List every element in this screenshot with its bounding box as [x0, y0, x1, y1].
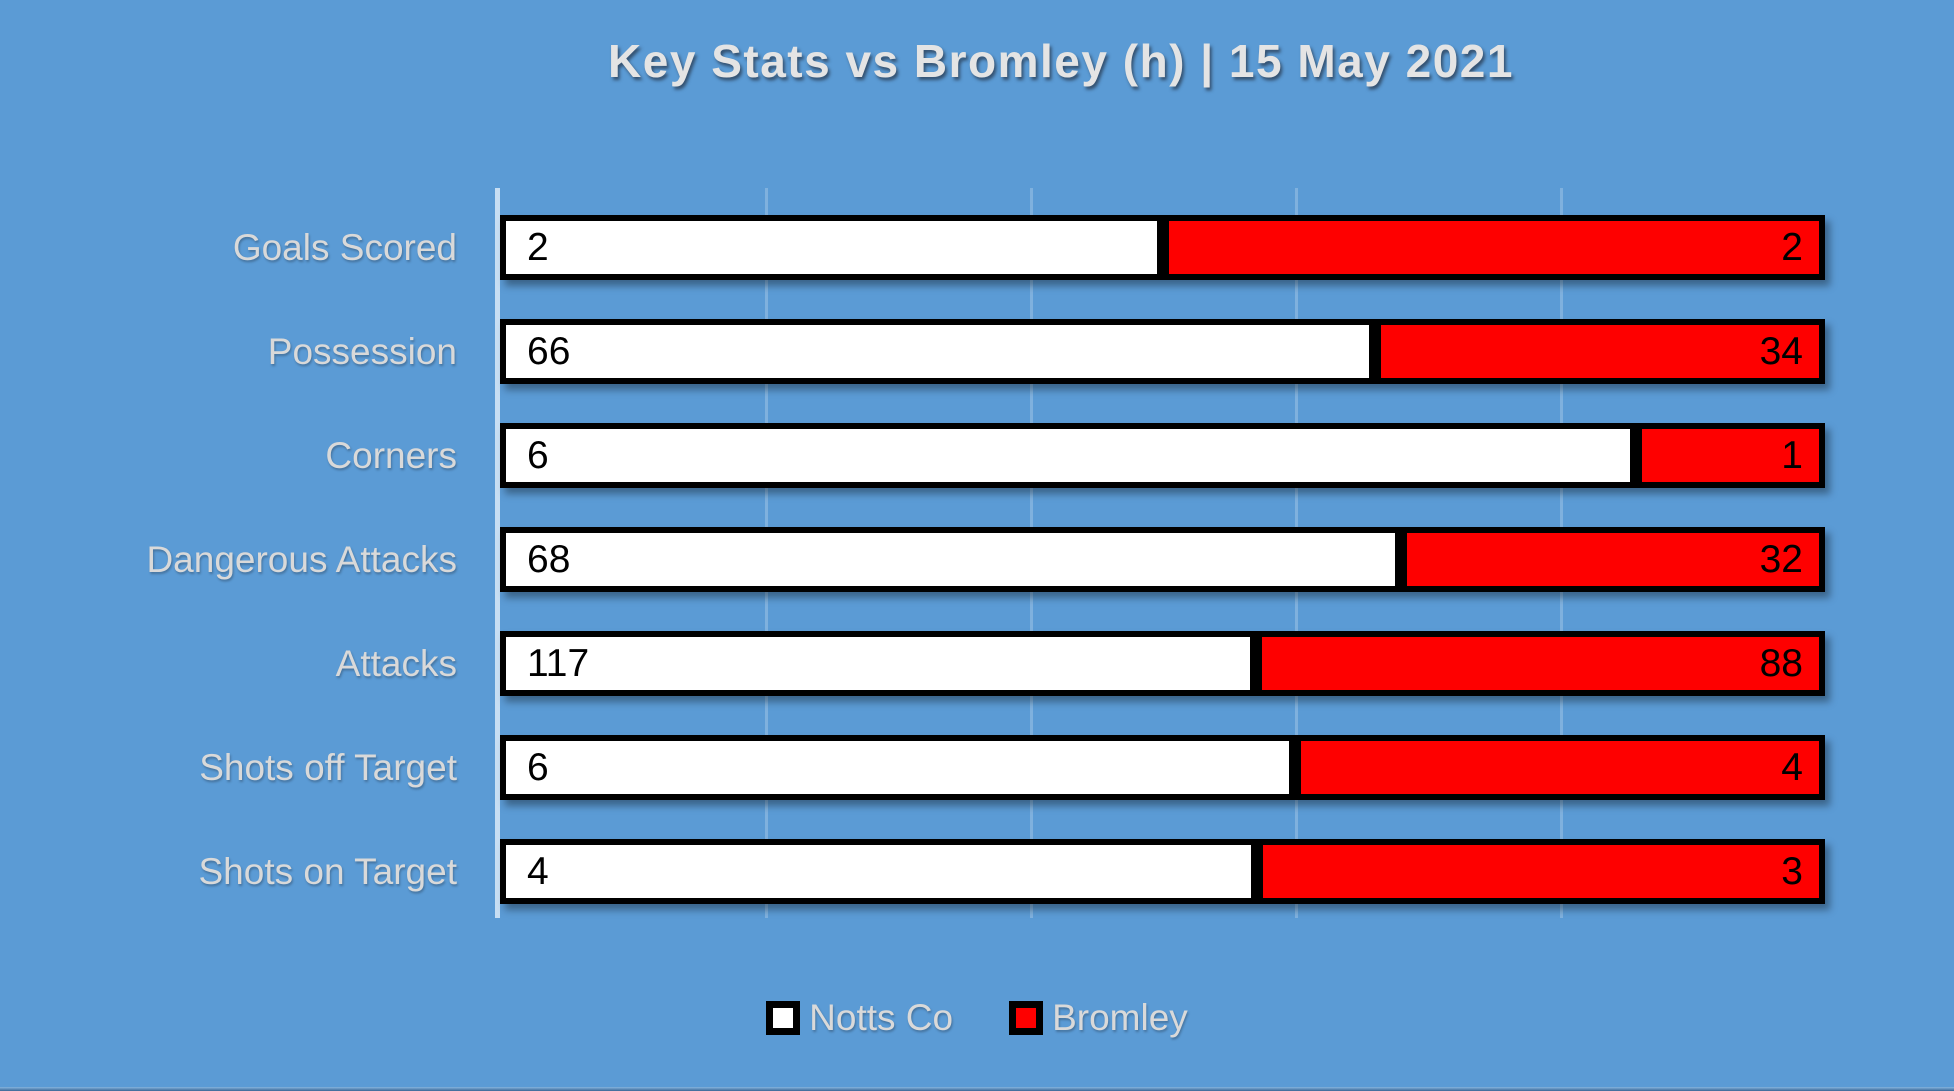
- window-bottom-edge: [0, 1087, 1954, 1091]
- value-label-bromley: 32: [1759, 538, 1803, 581]
- chart-title: Key Stats vs Bromley (h) | 15 May 2021: [608, 35, 1514, 87]
- bar-segment-notts: 4: [500, 839, 1258, 904]
- bar-segment-bromley: 34: [1374, 319, 1825, 384]
- stacked-bar: 6 4: [500, 735, 1825, 800]
- legend-item-bromley: Bromley: [1009, 997, 1188, 1039]
- bar-row-shots-off-target: Shots off Target 6 4: [0, 735, 1954, 800]
- value-label-bromley: 34: [1759, 330, 1803, 373]
- category-label: Possession: [267, 331, 457, 372]
- category-label: Dangerous Attacks: [146, 539, 457, 580]
- bar-rows: Goals Scored 2 2 Possession 66 34 Corner…: [0, 215, 1954, 943]
- legend-label-bromley: Bromley: [1052, 997, 1188, 1038]
- stacked-bar: 6 1: [500, 423, 1825, 488]
- bar-segment-bromley: 4: [1295, 735, 1825, 800]
- legend-label-notts: Notts Co: [809, 997, 954, 1038]
- legend: Notts Co Bromley: [0, 997, 1954, 1039]
- category-label: Shots off Target: [199, 747, 457, 788]
- value-label-bromley: 1: [1781, 434, 1803, 477]
- bar-segment-notts: 2: [500, 215, 1163, 280]
- value-label-notts: 6: [527, 434, 549, 477]
- bar-segment-bromley: 2: [1162, 215, 1825, 280]
- category-label: Shots on Target: [198, 851, 458, 892]
- value-label-bromley: 3: [1781, 850, 1803, 893]
- bar-row-possession: Possession 66 34: [0, 319, 1954, 384]
- bar-segment-notts: 6: [500, 423, 1636, 488]
- stacked-bar: 4 3: [500, 839, 1825, 904]
- bar-row-corners: Corners 6 1: [0, 423, 1954, 488]
- category-label: Goals Scored: [232, 227, 457, 268]
- bar-segment-bromley: 32: [1401, 527, 1825, 592]
- value-label-notts: 4: [527, 850, 549, 893]
- legend-swatch-bromley: [1009, 1001, 1044, 1035]
- value-label-notts: 68: [527, 538, 571, 581]
- bar-row-shots-on-target: Shots on Target 4 3: [0, 839, 1954, 904]
- value-label-notts: 117: [527, 642, 590, 685]
- bar-segment-bromley: 88: [1256, 631, 1825, 696]
- value-label-bromley: 4: [1781, 746, 1803, 789]
- stacked-bar: 68 32: [500, 527, 1825, 592]
- category-axis-line: [495, 188, 500, 918]
- bar-row-attacks: Attacks 117 88: [0, 631, 1954, 696]
- stacked-bar: 117 88: [500, 631, 1825, 696]
- bar-segment-notts: 66: [500, 319, 1375, 384]
- bar-row-goals-scored: Goals Scored 2 2: [0, 215, 1954, 280]
- bar-row-dangerous-attacks: Dangerous Attacks 68 32: [0, 527, 1954, 592]
- value-label-bromley: 88: [1759, 642, 1803, 685]
- value-label-bromley: 2: [1781, 226, 1803, 269]
- legend-item-notts: Notts Co: [766, 997, 953, 1039]
- bar-segment-notts: 68: [500, 527, 1401, 592]
- category-label: Attacks: [335, 643, 457, 684]
- category-label: Corners: [325, 435, 457, 476]
- bar-segment-bromley: 3: [1257, 839, 1825, 904]
- bar-segment-bromley: 1: [1635, 423, 1825, 488]
- value-label-notts: 2: [527, 226, 549, 269]
- bar-segment-notts: 6: [500, 735, 1295, 800]
- value-label-notts: 6: [527, 746, 549, 789]
- value-label-notts: 66: [527, 330, 571, 373]
- stacked-bar: 2 2: [500, 215, 1825, 280]
- stacked-bar: 66 34: [500, 319, 1825, 384]
- legend-swatch-notts: [766, 1001, 801, 1035]
- bar-segment-notts: 117: [500, 631, 1257, 696]
